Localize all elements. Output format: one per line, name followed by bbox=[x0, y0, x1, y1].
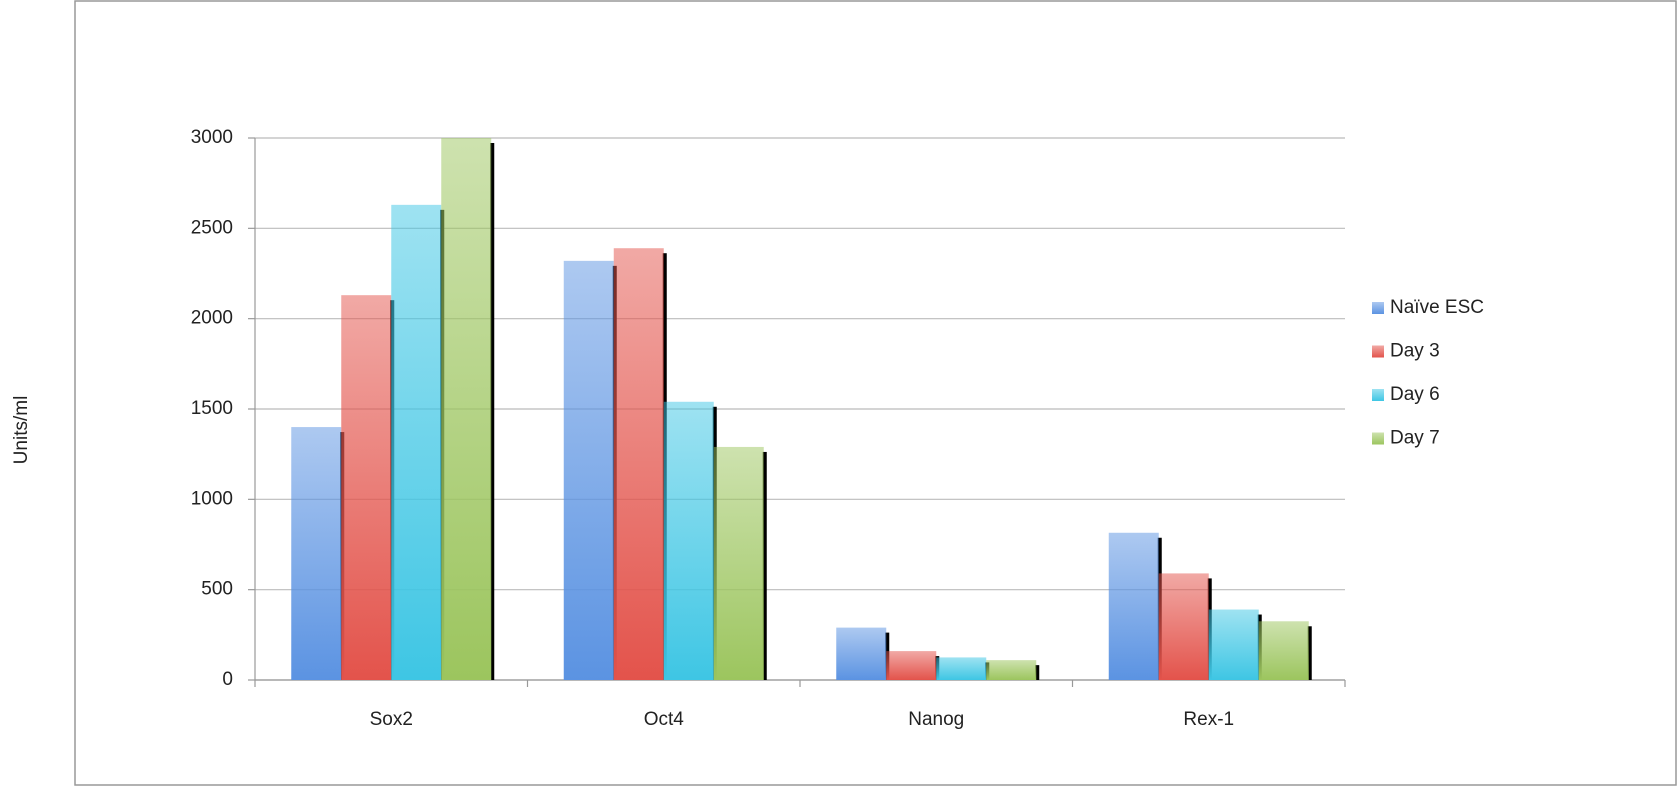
legend-label: Day 6 bbox=[1390, 384, 1440, 405]
bar-shadow bbox=[1307, 626, 1312, 680]
y-axis-label: Units/ml bbox=[11, 396, 32, 465]
bar bbox=[613, 248, 664, 680]
bar bbox=[713, 446, 764, 680]
y-tick-label: 2000 bbox=[191, 308, 233, 329]
bar bbox=[341, 295, 392, 680]
bar-shadow bbox=[1035, 665, 1040, 680]
bar bbox=[563, 260, 614, 680]
bar bbox=[391, 204, 442, 680]
y-tick-label: 0 bbox=[222, 669, 233, 690]
x-tick-label: Oct4 bbox=[644, 709, 685, 730]
bar bbox=[986, 660, 1037, 680]
legend-label: Day 3 bbox=[1390, 341, 1440, 362]
x-tick-label: Nanog bbox=[908, 709, 964, 730]
x-tick-label: Sox2 bbox=[370, 709, 413, 730]
bar-shadow bbox=[490, 143, 495, 680]
bar bbox=[291, 427, 342, 680]
bar-shadow bbox=[762, 451, 767, 680]
bar bbox=[1258, 621, 1309, 680]
bar bbox=[1108, 532, 1159, 680]
y-tick-label: 1500 bbox=[191, 398, 233, 419]
legend-label: Naïve ESC bbox=[1390, 297, 1484, 318]
legend-swatch bbox=[1372, 345, 1384, 358]
y-tick-label: 1000 bbox=[191, 488, 233, 509]
bar bbox=[836, 627, 887, 680]
legend-swatch bbox=[1372, 302, 1384, 314]
bar bbox=[886, 651, 937, 680]
bar bbox=[936, 657, 987, 680]
bar bbox=[1158, 573, 1209, 680]
x-tick-label: Rex-1 bbox=[1183, 709, 1234, 730]
y-tick-label: 3000 bbox=[191, 127, 233, 148]
bar bbox=[1208, 609, 1259, 680]
y-tick-label: 500 bbox=[201, 579, 233, 600]
bar bbox=[663, 401, 714, 680]
legend-label: Day 7 bbox=[1390, 428, 1440, 449]
legend-swatch bbox=[1372, 432, 1384, 445]
y-tick-label: 2500 bbox=[191, 217, 233, 238]
legend-swatch bbox=[1372, 389, 1384, 401]
bar bbox=[441, 138, 492, 680]
